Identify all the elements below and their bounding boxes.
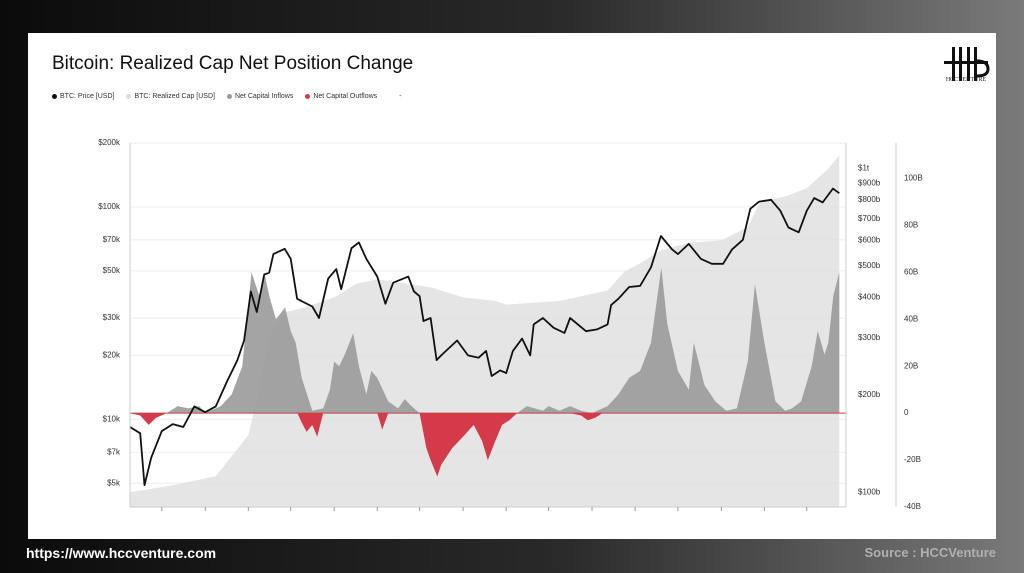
price-layer <box>129 187 840 486</box>
price-tick-label-4: $30k <box>103 313 121 322</box>
logo-text: HCCVENTURE <box>945 77 987 83</box>
price-tick-label-2: $10k <box>103 414 121 423</box>
outflows-layer <box>130 413 603 477</box>
flow-tick-label-7: 100B <box>904 174 923 183</box>
legend-swatch-outflows <box>305 94 311 99</box>
footer-source: Source : HCCVenture <box>864 545 996 560</box>
outflows-area <box>130 413 603 477</box>
flow-tick-label-0: -40B <box>904 502 921 511</box>
cap-tick-label-3: $400b <box>858 292 881 301</box>
chart-svg: $5k $7k $10k $20k $30k $50k $70k $100k $200k $100… <box>98 138 923 511</box>
price-tick-label-8: $200k <box>98 138 121 147</box>
inflows-area <box>166 267 840 414</box>
cap-tick-label-5: $600b <box>858 236 881 245</box>
legend-swatch-price <box>52 94 57 99</box>
price-tick-label-7: $100k <box>98 202 121 211</box>
realized-cap-area <box>130 155 840 507</box>
chart-legend: BTC: Price [USD] BTC: Realized Cap [USD]… <box>52 93 402 100</box>
flow-tick-label-4: 40B <box>904 314 918 323</box>
flow-tick-label-6: 80B <box>904 221 918 230</box>
axes-layer: $5k $7k $10k $20k $30k $50k $70k $100k $200k $100… <box>98 138 923 511</box>
chart-card: Bitcoin: Realized Cap Net Position Chang… <box>28 33 996 539</box>
flow-tick-label-3: 20B <box>904 361 918 370</box>
legend-label-price: BTC: Price [USD] <box>60 93 115 100</box>
price-tick-label-6: $70k <box>103 235 121 244</box>
legend-label-outflows: Net Capital Outflows <box>313 93 378 100</box>
cap-tick-label-9: $1t <box>858 164 870 173</box>
chart-title: Bitcoin: Realized Cap Net Position Chang… <box>52 53 414 74</box>
legend-label-realized-cap: BTC: Realized Cap [USD] <box>134 93 215 100</box>
legend-item-inflows[interactable]: Net Capital Inflows <box>226 93 294 100</box>
inflows-layer <box>166 267 840 414</box>
legend-trailing-dash: - <box>399 93 402 100</box>
hccventure-logo <box>944 47 990 81</box>
cap-tick-label-7: $800b <box>858 195 881 204</box>
legend-item-price[interactable]: BTC: Price [USD] <box>52 93 114 100</box>
flow-tick-label-1: -20B <box>904 455 921 464</box>
legend-swatch-realized-cap <box>126 94 132 99</box>
cap-tick-label-8: $900b <box>858 179 881 188</box>
legend-swatch-inflows <box>226 94 232 99</box>
price-tick-label-5: $50k <box>103 266 121 275</box>
cap-tick-label-6: $700b <box>858 214 881 223</box>
price-tick-label-3: $20k <box>103 351 121 360</box>
cap-tick-label-0: $100b <box>858 487 881 496</box>
cap-tick-label-1: $200b <box>858 390 881 399</box>
price-tick-label-1: $7k <box>107 447 121 456</box>
price-line <box>129 187 840 486</box>
cap-tick-label-2: $300b <box>858 333 881 342</box>
flow-tick-label-2: 0 <box>904 408 909 417</box>
flow-tick-label-5: 60B <box>904 267 918 276</box>
legend-label-inflows: Net Capital Inflows <box>234 93 294 100</box>
legend-item-realized-cap[interactable]: BTC: Realized Cap [USD] <box>126 93 215 100</box>
realized-cap-layer <box>130 155 840 507</box>
legend-item-outflows[interactable]: Net Capital Outflows <box>305 93 377 100</box>
price-tick-label-0: $5k <box>107 478 121 487</box>
footer-url[interactable]: https://www.hccventure.com <box>26 545 217 561</box>
cap-tick-label-4: $500b <box>858 261 881 270</box>
